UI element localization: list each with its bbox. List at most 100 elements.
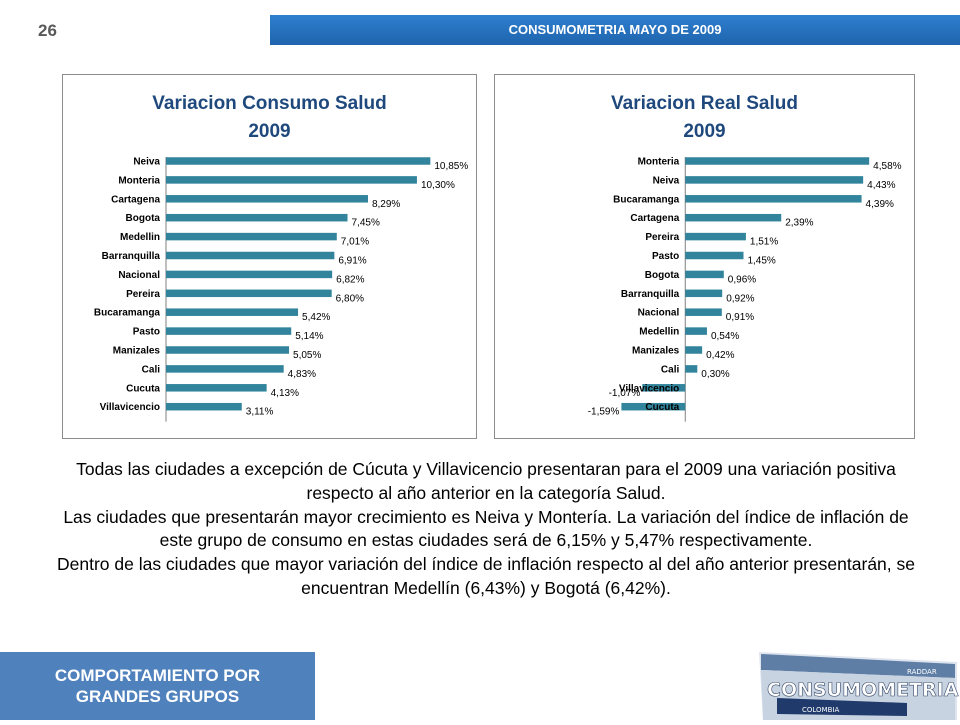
data-label: 10,85%: [434, 161, 468, 172]
category-label: Medellin: [120, 232, 160, 243]
consumometria-logo: RADDAR CONSUMOMETRIA COLOMBIA: [757, 648, 960, 720]
data-label: 7,45%: [352, 218, 380, 229]
bar: [621, 402, 686, 411]
bar: [685, 157, 870, 165]
data-label: 5,42%: [302, 312, 330, 323]
data-label: 4,83%: [288, 369, 316, 380]
bar: [685, 270, 724, 279]
bar: [685, 365, 698, 373]
data-label: 6,91%: [338, 256, 366, 267]
category-label: Manizales: [113, 346, 161, 357]
bar: [166, 157, 431, 165]
category-label: Villavicencio: [619, 383, 679, 394]
body-paragraph-3: Dentro de las ciudades que mayor variaci…: [56, 554, 915, 598]
category-label: Villavicencio: [100, 402, 160, 413]
data-label: 0,96%: [728, 274, 756, 285]
bar: [166, 402, 242, 411]
chart-real-salud: Variacion Real Salud 2009 Monteria 4,58% Nei…: [494, 74, 915, 439]
data-label: 1,51%: [750, 237, 778, 248]
data-label: 4,39%: [866, 199, 894, 210]
bar: [166, 270, 333, 279]
data-label: 5,14%: [295, 331, 323, 342]
bar: [685, 308, 722, 316]
category-label: Neiva: [133, 157, 160, 168]
data-label: 4,58%: [873, 161, 901, 172]
data-label: 7,01%: [341, 237, 369, 248]
bar: [166, 365, 284, 373]
bar: [685, 289, 723, 298]
logo-main-text: CONSUMOMETRIA: [767, 679, 959, 701]
bar: [685, 232, 746, 241]
bar: [166, 308, 299, 316]
data-label: 1,45%: [747, 256, 775, 267]
category-label: Cali: [661, 364, 680, 375]
data-label: 4,13%: [271, 388, 299, 399]
data-label: 6,80%: [336, 293, 364, 304]
chart-title: Variacion Real Salud: [611, 93, 798, 114]
category-label: Pereira: [126, 289, 160, 300]
bar: [166, 346, 290, 354]
category-label: Nacional: [638, 308, 680, 319]
category-label: Manizales: [632, 346, 680, 357]
chart-consumo-salud-svg: Variacion Consumo Salud 2009 Neiva 10,85% Mo…: [94, 93, 468, 422]
category-label: Barranquilla: [102, 251, 161, 262]
category-label: Monteria: [638, 157, 680, 168]
bar: [685, 176, 864, 184]
chart-subtitle: 2009: [683, 121, 725, 142]
logo-sub-text: COLOMBIA: [802, 706, 839, 714]
category-label: Bogota: [126, 213, 161, 224]
data-label: 0,54%: [711, 331, 739, 342]
category-label: Bogota: [645, 270, 680, 281]
section-footer: COMPORTAMIENTO POR GRANDES GRUPOS: [0, 652, 315, 720]
bar: [166, 232, 337, 241]
page-number: 26: [38, 21, 57, 40]
bar: [166, 384, 267, 392]
logo-small-text: RADDAR: [907, 668, 937, 676]
header-bar: CONSUMOMETRIA MAYO DE 2009: [270, 15, 960, 45]
data-label: 2,39%: [785, 218, 813, 229]
bar: [642, 384, 686, 392]
data-label: 8,29%: [372, 199, 400, 210]
bar: [685, 346, 703, 354]
body-paragraph-2: Las ciudades que presentarán mayor creci…: [63, 506, 909, 551]
category-label: Bucaramanga: [613, 194, 680, 205]
bar: [166, 213, 348, 222]
chart-subtitle: 2009: [248, 121, 290, 142]
category-label: Cartagena: [630, 213, 679, 224]
bar: [166, 289, 332, 298]
bar: [685, 327, 707, 335]
data-label: 0,42%: [706, 350, 734, 361]
data-label: 3,11%: [246, 407, 274, 418]
category-label: Pasto: [652, 251, 679, 262]
data-label: 0,92%: [726, 293, 754, 304]
category-label: Cucuta: [645, 402, 679, 413]
data-label: 10,30%: [421, 180, 455, 191]
data-label: 0,30%: [701, 369, 729, 380]
data-label: 0,91%: [726, 312, 754, 323]
category-label: Medellin: [639, 327, 679, 338]
category-label: Pasto: [133, 327, 160, 338]
category-label: Neiva: [653, 175, 680, 186]
category-label: Cartagena: [111, 194, 160, 205]
footer-line-2: GRANDES GRUPOS: [75, 687, 240, 706]
bar: [166, 176, 417, 184]
chart-real-salud-svg: Variacion Real Salud 2009 Monteria 4,58% Nei…: [588, 93, 902, 422]
data-label: 6,82%: [336, 274, 364, 285]
category-label: Cali: [142, 364, 161, 375]
data-label: 5,05%: [293, 350, 321, 361]
data-label: 4,43%: [867, 180, 895, 191]
chart-consumo-salud: Variacion Consumo Salud 2009 Neiva 10,85% Mo…: [62, 74, 477, 439]
bar: [685, 251, 744, 260]
bar: [166, 195, 368, 203]
data-label: -1,07%: [609, 388, 641, 399]
category-label: Nacional: [118, 270, 160, 281]
chart-title: Variacion Consumo Salud: [152, 93, 386, 114]
bar: [685, 213, 782, 222]
footer-line-1: COMPORTAMIENTO POR: [54, 666, 261, 685]
header-title: CONSUMOMETRIA MAYO DE 2009: [508, 22, 722, 37]
category-label: Barranquilla: [621, 289, 680, 300]
category-label: Monteria: [118, 175, 160, 186]
body-text: Todas las ciudades a excepción de Cúcuta…: [55, 458, 917, 601]
body-paragraph-1: Todas las ciudades a excepción de Cúcuta…: [76, 459, 896, 503]
bar: [685, 195, 862, 203]
